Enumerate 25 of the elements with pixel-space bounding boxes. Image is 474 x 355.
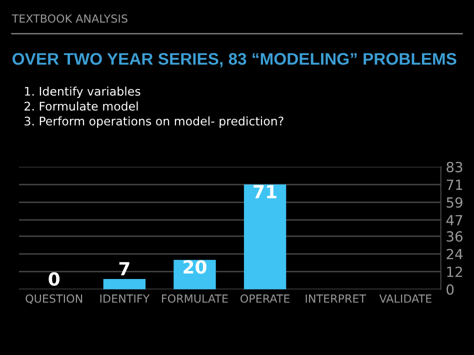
y-tick-label: 0 [446,284,454,295]
bar [244,184,286,290]
text: 1. Identify variables [24,86,140,98]
data-label: 20 [184,260,206,274]
data-label: 7 [119,262,130,276]
data-label: 0 [48,272,60,286]
x-tick-label: OPERATE [240,294,290,303]
x-tick-label: INTERPRET [306,294,366,303]
x-tick-label: IDENTIFY [100,294,150,303]
y-tick-label: 24 [446,248,463,260]
x-tick-label: FORMULATE [162,294,228,303]
bar [103,278,146,290]
text: 2. Formulate model [24,101,138,111]
x-tick-label: QUESTION [26,294,82,304]
y-tick-label: 59 [446,197,462,208]
y-tick-label: 47 [446,215,462,226]
chart-title: OVER TWO YEAR SERIES, 83 “MODELING” PROBLEMS [12,53,456,68]
text: TEXTBOOK ANALYSIS [12,14,128,23]
y-tick-label: 83 [446,162,462,172]
y-tick-label: 12 [447,266,462,277]
y-tick-label: 36 [446,231,462,242]
x-tick-label: VALIDATE [379,294,432,303]
data-label: 71 [254,185,276,198]
text: 3. Perform operations on model- prediction? [24,116,284,128]
y-tick-label: 71 [446,180,462,190]
